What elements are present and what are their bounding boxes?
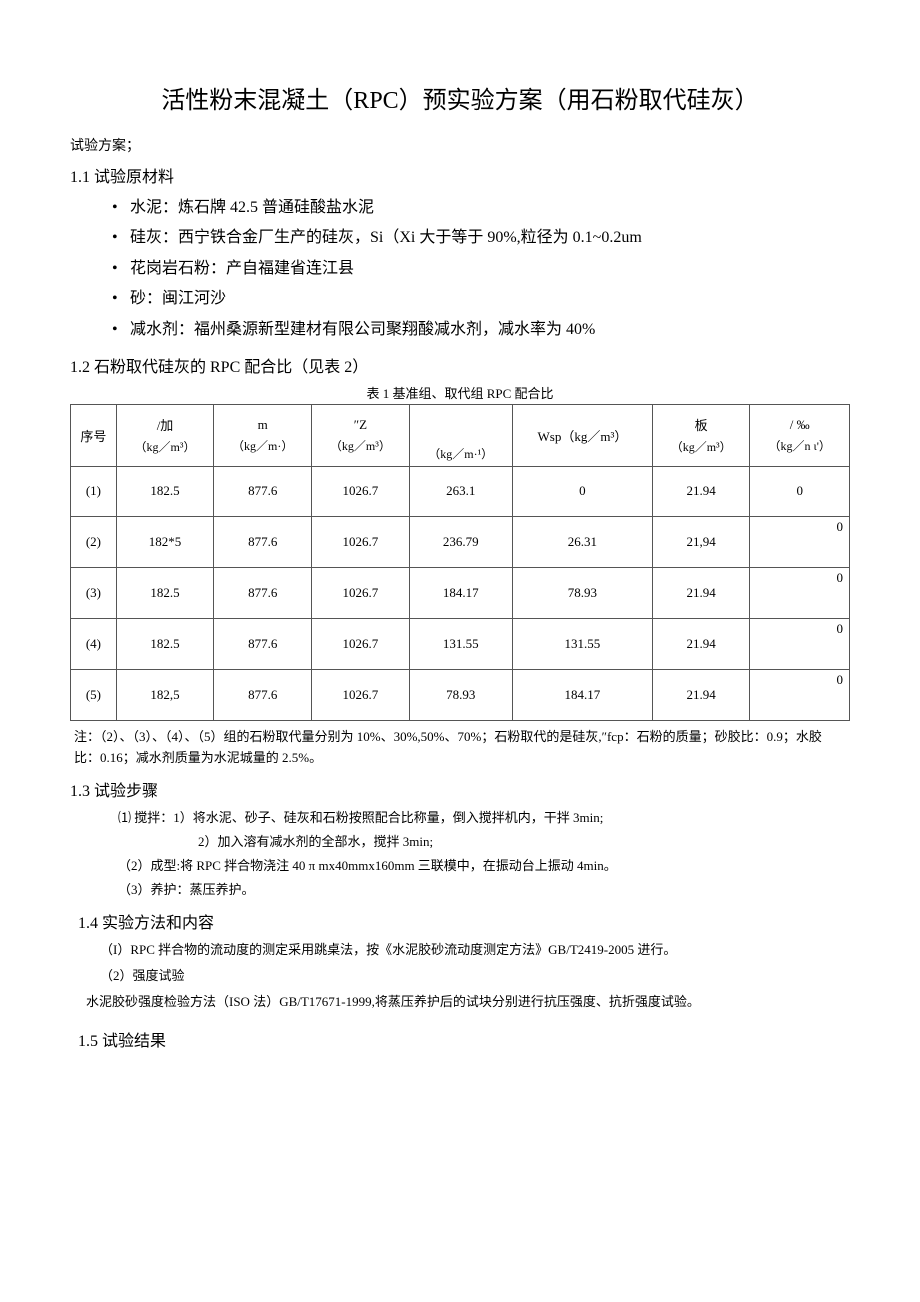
col-header-4: （kg／m·¹）: [409, 404, 512, 466]
materials-list: 水泥：炼石牌 42.5 普通硅酸盐水泥 硅灰：西宁铁合金厂生产的硅灰，Si（Xi…: [70, 193, 850, 345]
section-1-2: 1.2 石粉取代硅灰的 RPC 配合比（见表 2）: [70, 353, 850, 377]
col-header-6: 板 （kg／m³）: [652, 404, 749, 466]
section-1-3: 1.3 试验步骤: [70, 777, 850, 801]
table-cell: 1026.7: [312, 466, 409, 516]
col-header-5: Wsp（kg／m³）: [512, 404, 652, 466]
table-cell: (4): [71, 618, 117, 669]
table-cell: 877.6: [214, 618, 312, 669]
table-cell: 21.94: [652, 669, 749, 720]
col-header-3: ″Z （kg／m³）: [312, 404, 409, 466]
subtitle: 试验方案；: [70, 135, 850, 155]
table-cell: (5): [71, 669, 117, 720]
table-cell: 131.55: [512, 618, 652, 669]
table-row: (3)182.5877.61026.7184.1778.9321.940: [71, 567, 850, 618]
col-header-seq: 序号: [71, 404, 117, 466]
table-note: 注：（2）、（3）、（4）、（5）组的石粉取代量分别为 10%、30%,50%、…: [70, 727, 850, 769]
col-header-2: m （kg／m·）: [214, 404, 312, 466]
table-row: (1)182.5877.61026.7263.1021.940: [71, 466, 850, 516]
table-cell: 131.55: [409, 618, 512, 669]
method-1: （I）RPC 拌合物的流动度的测定采用跳桌法，按《水泥胶砂流动度测定方法》GB/…: [70, 939, 850, 961]
col-header-7: / ‰ （kg／n ι'）: [750, 404, 850, 466]
table-cell: 263.1: [409, 466, 512, 516]
table-cell: 182,5: [116, 669, 213, 720]
table-cell: 877.6: [214, 567, 312, 618]
step-1a: ⑴ 搅拌：1）将水泥、砂子、硅灰和石粉按照配合比称量，倒入搅拌机内，干拌 3mi…: [118, 807, 850, 829]
page-title: 活性粉末混凝土（RPC）预实验方案（用石粉取代硅灰）: [70, 80, 850, 115]
table-cell: 0: [750, 669, 850, 720]
material-item: 水泥：炼石牌 42.5 普通硅酸盐水泥: [130, 193, 850, 223]
table-cell: 182.5: [116, 466, 213, 516]
table-cell: 0: [512, 466, 652, 516]
table-cell: 26.31: [512, 516, 652, 567]
table-cell: 877.6: [214, 669, 312, 720]
table-cell: 78.93: [512, 567, 652, 618]
table-caption: 表 1 基准组、取代组 RPC 配合比: [70, 383, 850, 402]
table-cell: 0: [750, 466, 850, 516]
table-cell: 182.5: [116, 567, 213, 618]
table-row: (2)182*5877.61026.7236.7926.3121,940: [71, 516, 850, 567]
step-3: （3）养护：蒸压养护。: [118, 879, 850, 901]
material-item: 减水剂：福州桑源新型建材有限公司聚翔酸减水剂，减水率为 40%: [130, 315, 850, 345]
table-cell: 1026.7: [312, 567, 409, 618]
table-cell: (2): [71, 516, 117, 567]
table-cell: 236.79: [409, 516, 512, 567]
table-cell: 182.5: [116, 618, 213, 669]
table-cell: (1): [71, 466, 117, 516]
table-header-row: 序号 /加 （kg／m³） m （kg／m·） ″Z （kg／m³） （kg／m…: [71, 404, 850, 466]
table-cell: 184.17: [409, 567, 512, 618]
table-cell: 21,94: [652, 516, 749, 567]
material-item: 砂：闽江河沙: [130, 284, 850, 314]
method-2: （2）强度试验: [70, 965, 850, 987]
table-cell: 0: [750, 516, 850, 567]
section-1-5: 1.5 试验结果: [70, 1027, 850, 1051]
table-cell: 0: [750, 618, 850, 669]
table-cell: 0: [750, 567, 850, 618]
table-cell: 877.6: [214, 516, 312, 567]
table-cell: 184.17: [512, 669, 652, 720]
table-cell: 877.6: [214, 466, 312, 516]
table-cell: 1026.7: [312, 516, 409, 567]
section-1-1: 1.1 试验原材料: [70, 163, 850, 187]
material-item: 花岗岩石粉：产自福建省连江县: [130, 254, 850, 284]
method-body: 水泥胶砂强度检验方法（ISO 法）GB/T17671-1999,将蒸压养护后的试…: [86, 991, 850, 1013]
table-cell: 78.93: [409, 669, 512, 720]
table-cell: 1026.7: [312, 669, 409, 720]
table-cell: 1026.7: [312, 618, 409, 669]
steps-block: ⑴ 搅拌：1）将水泥、砂子、硅灰和石粉按照配合比称量，倒入搅拌机内，干拌 3mi…: [70, 807, 850, 901]
section-1-4: 1.4 实验方法和内容: [70, 909, 850, 933]
material-item: 硅灰：西宁铁合金厂生产的硅灰，Si（Xi 大于等于 90%,粒径为 0.1~0.…: [130, 223, 850, 253]
table-row: (4)182.5877.61026.7131.55131.5521.940: [71, 618, 850, 669]
step-2: （2）成型:将 RPC 拌合物浇注 40 π mx40mmx160mm 三联模中…: [118, 855, 850, 877]
table-cell: (3): [71, 567, 117, 618]
mix-proportion-table: 序号 /加 （kg／m³） m （kg／m·） ″Z （kg／m³） （kg／m…: [70, 404, 850, 721]
table-cell: 21.94: [652, 567, 749, 618]
table-cell: 182*5: [116, 516, 213, 567]
table-cell: 21.94: [652, 466, 749, 516]
col-header-1: /加 （kg／m³）: [116, 404, 213, 466]
step-1b: 2）加入溶有减水剂的全部水，搅拌 3min;: [118, 831, 850, 853]
table-cell: 21.94: [652, 618, 749, 669]
table-row: (5)182,5877.61026.778.93184.1721.940: [71, 669, 850, 720]
